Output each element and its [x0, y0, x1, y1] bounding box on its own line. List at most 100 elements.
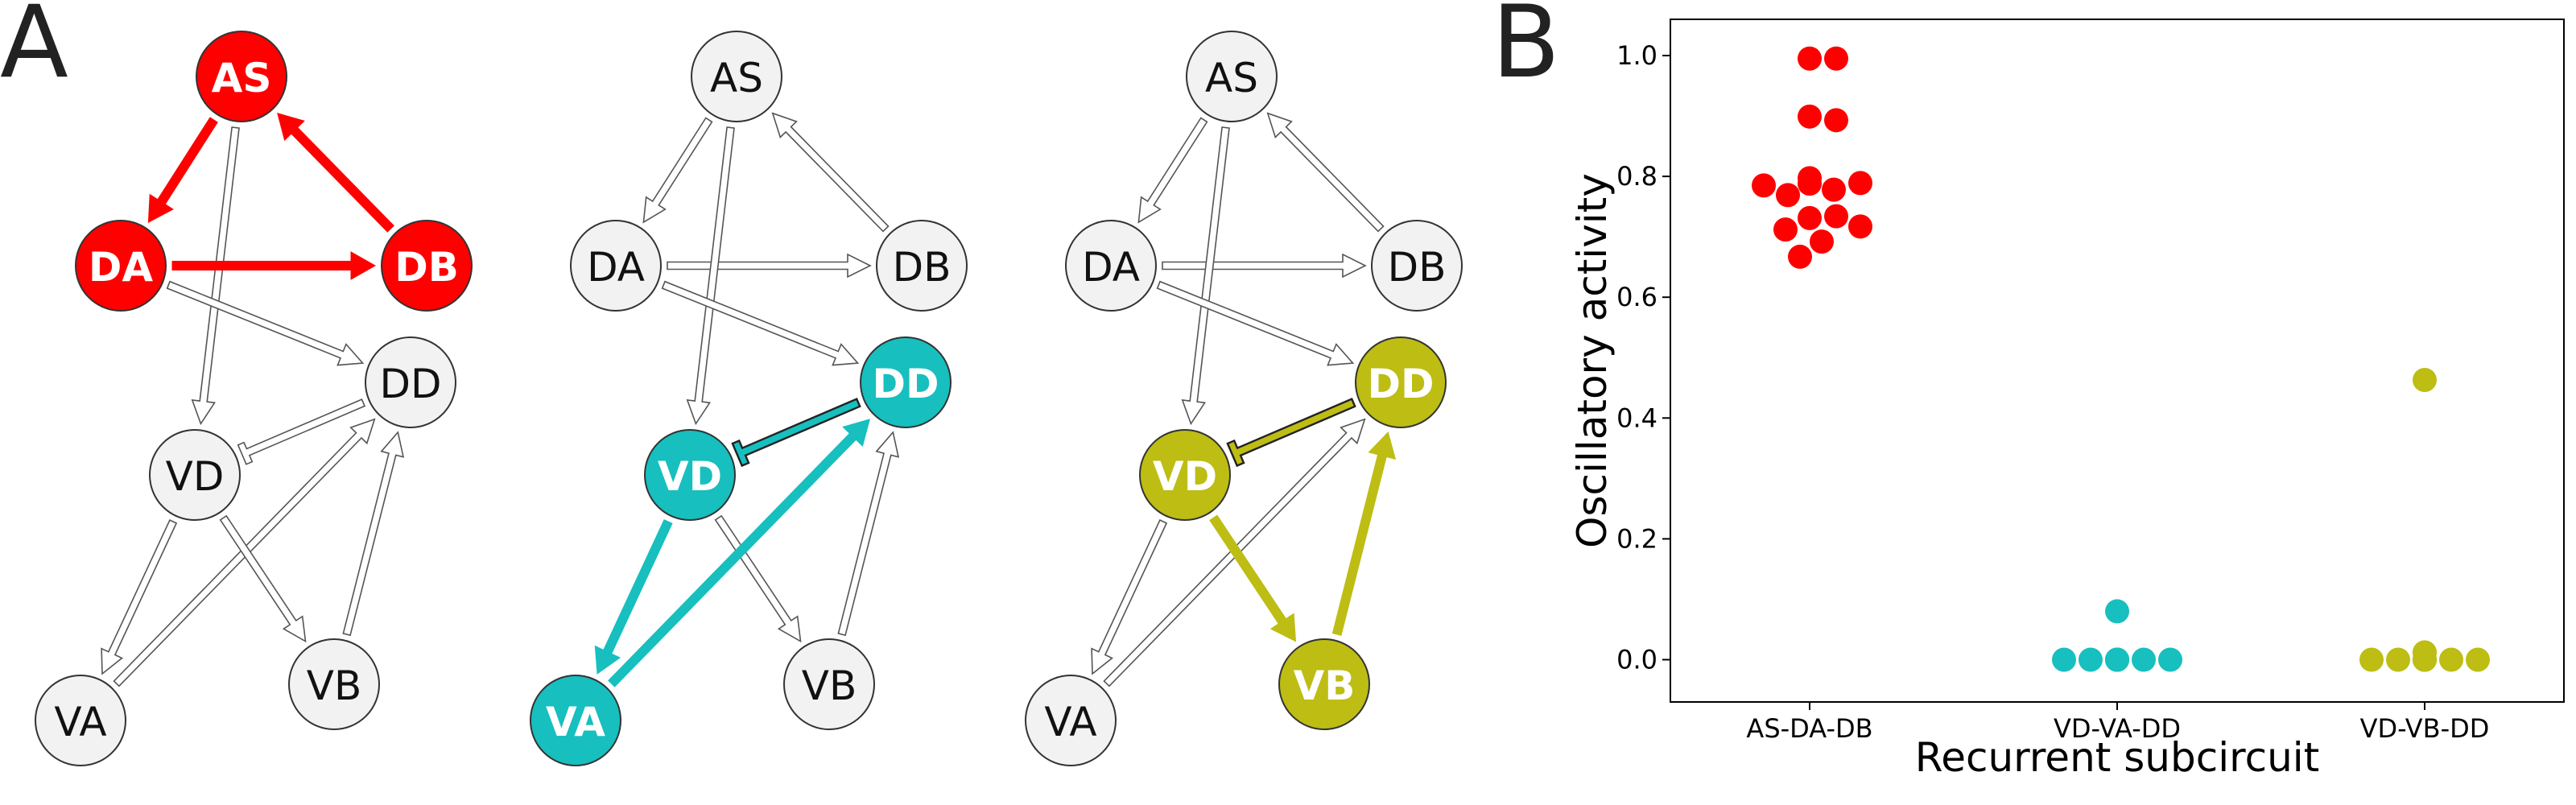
- network-diagram-3: AS DA DB DD VD VA VB: [1025, 31, 1463, 766]
- node-as-label: AS: [212, 55, 272, 101]
- node-vd: [644, 429, 736, 521]
- edge-as-da: [642, 117, 713, 224]
- x-axis-label: Recurrent subcircuit: [1915, 734, 2320, 781]
- node-as: [1186, 31, 1278, 122]
- edge-as-da: [147, 117, 218, 223]
- node-da-label: DA: [587, 244, 645, 291]
- node-da: [1065, 220, 1157, 312]
- data-point: [1824, 46, 1848, 71]
- x-tick-label: VD-VA-DD: [2054, 713, 2181, 744]
- edge-va-dd: [608, 419, 871, 687]
- node-db-label: DB: [893, 244, 952, 291]
- edge-as-vd: [1181, 126, 1230, 426]
- edge-as-vd: [686, 126, 735, 426]
- edge-da-dd: [1156, 280, 1355, 366]
- data-point: [1798, 46, 1822, 71]
- node-dd: [860, 336, 952, 428]
- node-da-label: DA: [1082, 244, 1140, 291]
- node-da-label: DA: [89, 244, 154, 291]
- node-as: [691, 31, 782, 122]
- data-point: [1773, 217, 1798, 242]
- node-db: [1371, 220, 1463, 312]
- data-point: [1848, 171, 1872, 196]
- edge-vb-dd: [342, 431, 405, 637]
- node-vd-label: VD: [658, 453, 722, 500]
- edge-vd-va: [101, 519, 178, 675]
- y-tick-label: 0.8: [1616, 161, 1657, 192]
- node-va: [35, 675, 126, 766]
- data-point: [1798, 205, 1822, 230]
- node-da: [570, 220, 662, 312]
- edge-vb-dd: [1331, 431, 1397, 636]
- edge-db-as: [1266, 112, 1385, 233]
- data-point: [1798, 104, 1822, 129]
- data-point: [2359, 647, 2384, 672]
- node-vb-label: VB: [802, 663, 857, 709]
- y-tick-label: 0.4: [1616, 402, 1657, 433]
- edge-vd-va: [594, 519, 673, 675]
- data-point: [1798, 171, 1822, 196]
- data-point: [1776, 183, 1800, 208]
- edge-as-da: [1137, 117, 1208, 224]
- network-diagrams: AS DA DB DD VD VA VB AS DA DB DD VD VA VB AS DA DB DD VD VA…: [35, 31, 1463, 766]
- node-va: [530, 675, 621, 766]
- data-points: [1752, 46, 2490, 672]
- node-vd-label: VD: [166, 453, 225, 500]
- y-tick-label: 0.6: [1616, 282, 1657, 312]
- panel-a-letter: A: [0, 0, 68, 101]
- data-point: [1824, 204, 1848, 229]
- x-tick-label: VD-VB-DD: [2360, 713, 2490, 744]
- node-da: [75, 220, 167, 312]
- node-db-label: DB: [1388, 244, 1447, 291]
- node-db: [876, 220, 968, 312]
- node-vd-label: VD: [1153, 453, 1217, 500]
- node-dd: [1355, 336, 1447, 428]
- edge-dd-vd: [1226, 398, 1356, 468]
- node-db: [381, 220, 473, 312]
- data-point: [1824, 108, 1848, 133]
- data-point: [2079, 647, 2103, 672]
- scatter-chart: 0.0 0.2 0.4 0.6 0.8 1.0 AS-DA-DB VD-VA-DD VD-VB…: [1569, 19, 2565, 781]
- edge-db-as: [771, 112, 890, 233]
- edge-vb-dd: [837, 431, 900, 637]
- data-point: [2386, 647, 2410, 672]
- edge-da-db: [171, 251, 377, 280]
- y-axis-label: Oscillatory activity: [1569, 173, 1616, 548]
- edge-da-dd: [166, 280, 365, 366]
- node-va-label: VA: [546, 699, 605, 745]
- node-va-label: VA: [1044, 699, 1096, 745]
- data-point: [2158, 647, 2182, 672]
- node-dd-label: DD: [1367, 361, 1434, 407]
- data-point: [1752, 173, 1776, 198]
- data-point: [2105, 599, 2129, 624]
- data-point: [2439, 647, 2463, 672]
- node-as-label: AS: [710, 55, 763, 101]
- edge-vd-vb: [219, 514, 307, 643]
- node-vb: [783, 638, 875, 730]
- x-tick-label: AS-DA-DB: [1746, 713, 1872, 744]
- node-db-label: DB: [394, 244, 459, 291]
- edge-vd-vb: [714, 514, 802, 643]
- node-vd: [1139, 429, 1231, 521]
- data-point: [2132, 647, 2156, 672]
- data-point: [1810, 229, 1834, 254]
- edge-vd-vb: [1209, 514, 1297, 642]
- edge-dd-vd: [731, 398, 861, 468]
- data-point: [1822, 177, 1846, 202]
- data-point: [2466, 647, 2490, 672]
- node-vb: [288, 638, 380, 730]
- network-diagram-2: AS DA DB DD VD VA VB: [530, 31, 968, 766]
- node-vb-label: VB: [1294, 663, 1356, 709]
- edge-as-vd: [191, 126, 240, 426]
- y-tick-label: 1.0: [1616, 40, 1657, 71]
- node-dd-label: DD: [379, 361, 441, 407]
- node-as-label: AS: [1205, 55, 1258, 101]
- node-va: [1025, 675, 1117, 766]
- node-vd: [149, 429, 241, 521]
- node-dd: [365, 336, 456, 428]
- edge-da-db: [1162, 253, 1367, 279]
- network-diagram-1: AS DA DB DD VD VA VB: [35, 31, 473, 766]
- data-point: [2052, 647, 2076, 672]
- edge-vd-va: [1091, 519, 1168, 675]
